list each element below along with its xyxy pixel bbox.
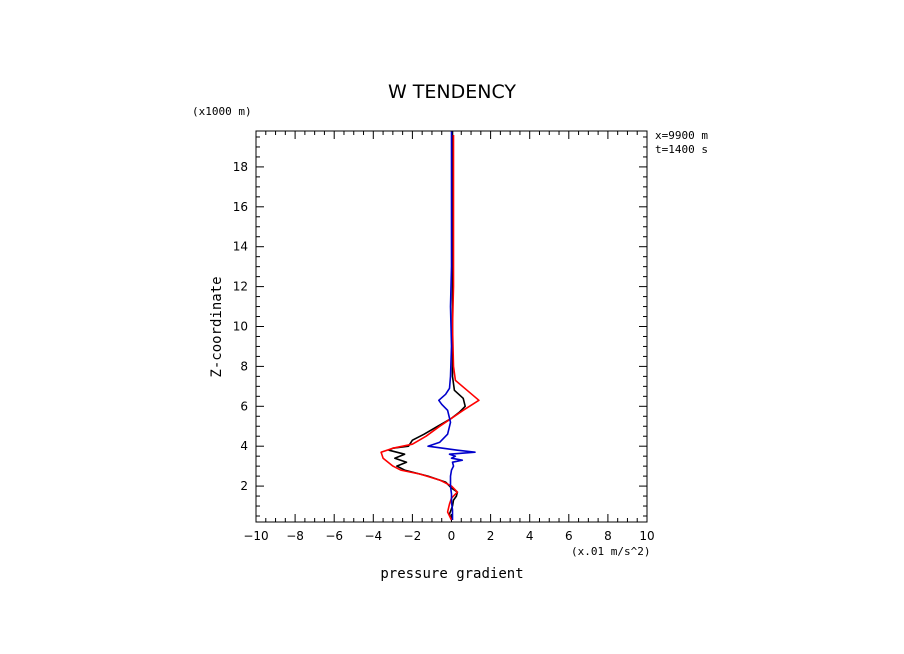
y-tick-label: 10 [233,320,248,334]
x-units-label: (x.01 m/s^2) [571,545,650,558]
y-tick-label: 2 [240,479,248,493]
series-line-1 [380,135,480,521]
y-tick-label: 16 [233,200,248,214]
y-units-label: (x1000 m) [192,105,252,118]
x-axis-label: pressure gradient [380,566,523,582]
y-tick-label: 8 [240,359,248,373]
series-line-2 [427,131,476,520]
annotation-x: x=9900 m [655,129,708,142]
series-group [380,131,480,521]
plot-frame [255,130,648,523]
x-tick-label: −8 [286,529,304,543]
y-tick-label: 12 [233,280,248,294]
y-axis-label: Z-coordinate [209,276,225,377]
x-tick-label: −2 [404,529,422,543]
x-tick-label: −4 [364,529,382,543]
y-tick-label: 6 [240,399,248,413]
y-tick-label: 4 [240,439,248,453]
x-tick-label: 2 [487,529,495,543]
y-tick-label: 18 [233,160,248,174]
x-tick-label: 8 [604,529,612,543]
x-tick-label: 0 [448,529,456,543]
x-tick-label: −10 [243,529,268,543]
x-tick-label: 4 [526,529,534,543]
x-tick-label: −6 [325,529,343,543]
axis-ticks: −10 −8 −6 −4 −2 0 2 4 6 8 10 2 4 6 8 10 12 14 16 18 [233,131,655,543]
y-tick-label: 14 [233,240,248,254]
chart-title: W TENDENCY [388,81,516,103]
annotation-t: t=1400 s [655,143,708,156]
x-tick-label: 10 [639,529,654,543]
x-tick-label: 6 [565,529,573,543]
